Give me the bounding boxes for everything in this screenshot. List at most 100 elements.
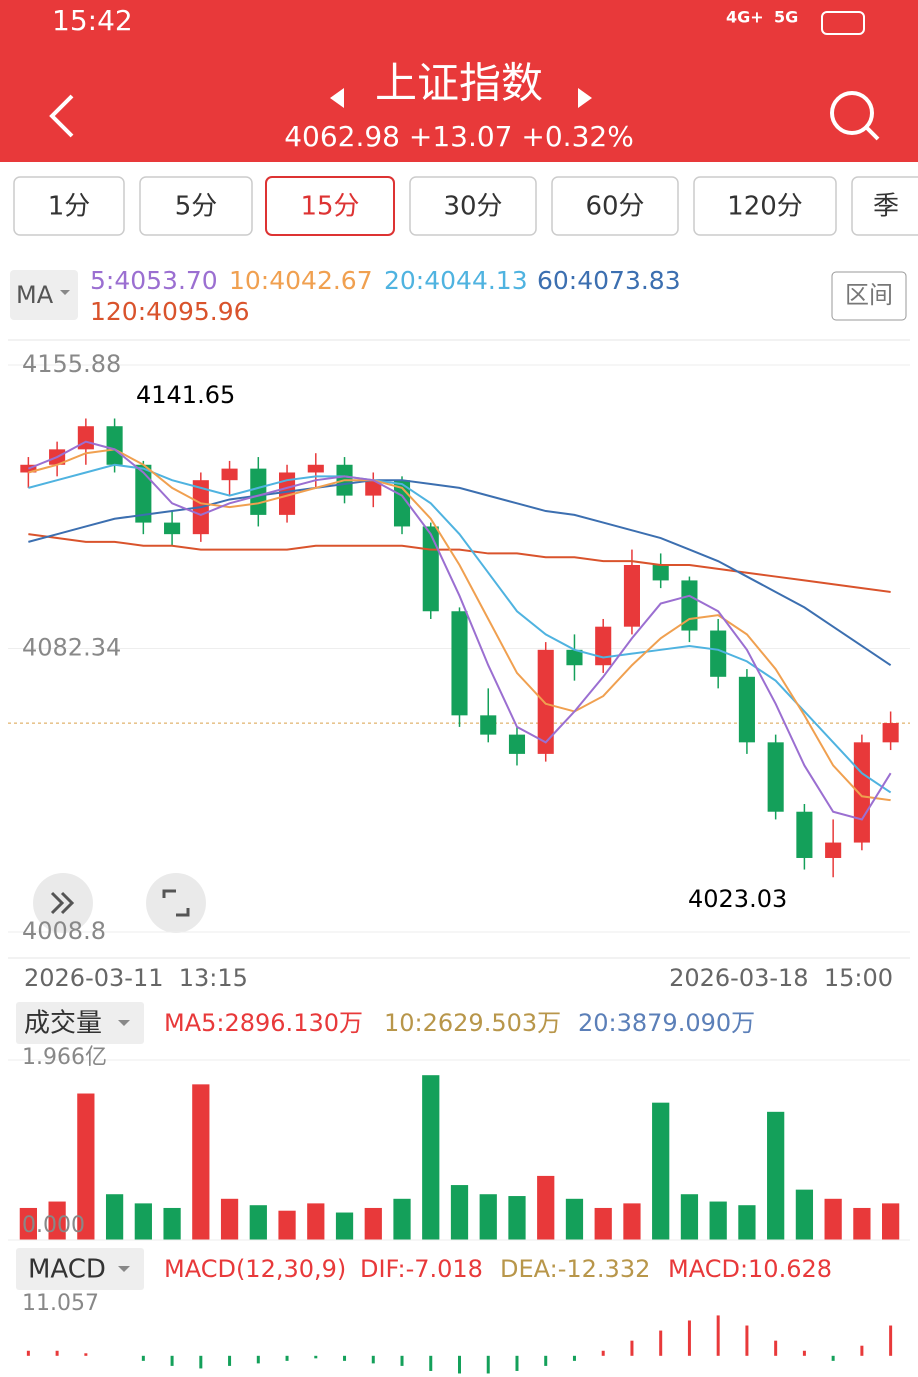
range-button[interactable] [831, 271, 907, 321]
macd-bar [802, 1350, 806, 1356]
tab-label: 30分 [443, 192, 502, 222]
macd-bar [314, 1355, 318, 1359]
macd-bar [429, 1355, 433, 1371]
candle-body [77, 426, 94, 450]
y-tick-label: 4008.8 [22, 917, 106, 945]
ma-line [28, 533, 891, 593]
macd-bar [285, 1355, 289, 1361]
volume-bar [767, 1111, 785, 1240]
candle-body [537, 649, 554, 754]
volume-legend: 20:3879.090万 [578, 1009, 755, 1037]
volume-bar [220, 1198, 239, 1240]
candle-body [595, 626, 612, 666]
tab[interactable] [551, 176, 679, 236]
macd-bar [458, 1355, 461, 1374]
volume-bar [393, 1198, 411, 1240]
volume-bar [19, 1207, 37, 1240]
volume-bar [680, 1194, 699, 1240]
macd-legend: DEA:-12.332 [500, 1255, 650, 1283]
range-label: 区间 [845, 281, 893, 309]
tab-label: 60分 [585, 192, 644, 222]
macd-bar [687, 1320, 691, 1356]
status-time: 15:42 [52, 4, 133, 37]
macd-bar [371, 1355, 375, 1364]
max-annotation: 4141.65 [136, 381, 235, 409]
tab-label: 1分 [48, 192, 91, 222]
volume-select[interactable] [16, 1002, 144, 1044]
back-button[interactable] [49, 94, 74, 138]
volume-bar [278, 1210, 296, 1240]
volume-bar [450, 1185, 469, 1240]
tab[interactable] [409, 176, 537, 236]
volume-legend: MA5:2896.130万 [164, 1009, 363, 1037]
search-button[interactable] [830, 91, 874, 135]
candle-body [480, 715, 497, 735]
volume-bar [824, 1198, 842, 1240]
volume-bar [594, 1207, 612, 1240]
candle-body [623, 564, 640, 627]
volume-tick-label: 0.000 [22, 1213, 85, 1238]
volume-bar [364, 1207, 382, 1240]
macd-bar [544, 1355, 548, 1366]
candle-body [365, 480, 382, 496]
macd-bar [256, 1355, 260, 1364]
ma-line [28, 479, 892, 667]
volume-bar [537, 1175, 555, 1240]
ma-legend-item: 120:4095.96 [90, 297, 250, 326]
candle-body [767, 742, 784, 812]
candle-body [106, 426, 123, 465]
volume-bar [508, 1196, 526, 1240]
candle-body [135, 464, 152, 523]
macd-bar [343, 1355, 347, 1361]
volume-bar [163, 1207, 181, 1240]
ma-line [28, 448, 891, 802]
candle-body [508, 734, 526, 754]
macd-bar [55, 1350, 59, 1356]
volume-bar [192, 1084, 210, 1240]
volume-bar [105, 1194, 124, 1240]
candle-body [307, 464, 324, 473]
macd-bar [170, 1355, 174, 1366]
tab-label: 季 [873, 192, 899, 222]
tab-label: 5分 [175, 192, 218, 222]
battery [821, 11, 865, 35]
macd-bar [486, 1355, 490, 1374]
fullscreen-button[interactable] [146, 873, 206, 933]
tab[interactable] [139, 176, 253, 236]
volume-tick-label: 1.966亿 [22, 1045, 107, 1070]
macd-select[interactable] [16, 1248, 144, 1290]
candle-body [796, 811, 813, 858]
volume-bar [134, 1203, 152, 1240]
ma-select[interactable] [10, 270, 78, 320]
macd-tick-label: 11.057 [22, 1291, 99, 1316]
volume-label: 成交量 [24, 1009, 102, 1039]
network: 5G [774, 8, 798, 27]
macd-bar [774, 1340, 778, 1356]
macd-bar [601, 1350, 605, 1356]
expand-icon [50, 891, 75, 915]
macd-bar [860, 1345, 864, 1356]
tab[interactable] [13, 176, 125, 236]
macd-bar [572, 1355, 576, 1361]
volume-bar [623, 1203, 641, 1240]
tab-label: 15分 [300, 192, 359, 222]
ma-legend-item: 5:4053.70 [90, 266, 218, 295]
volume-bar [335, 1212, 354, 1240]
ma-line [27, 440, 892, 821]
candle-body [566, 649, 583, 666]
volume-bar [709, 1201, 727, 1240]
header-bg [0, 0, 918, 162]
candle-body [652, 564, 669, 581]
macd-bar [228, 1355, 232, 1366]
tab[interactable] [693, 176, 837, 236]
volume-bar [795, 1189, 814, 1240]
macd-bar [716, 1315, 720, 1356]
macd-bar [400, 1355, 404, 1366]
macd-legend: DIF:-7.018 [360, 1255, 483, 1283]
tab[interactable] [265, 176, 395, 236]
tab-label: 120分 [727, 192, 803, 222]
index-quote: 4062.98 +13.07 +0.32% [284, 120, 634, 153]
macd-bar [199, 1355, 203, 1369]
tab[interactable] [851, 176, 918, 236]
